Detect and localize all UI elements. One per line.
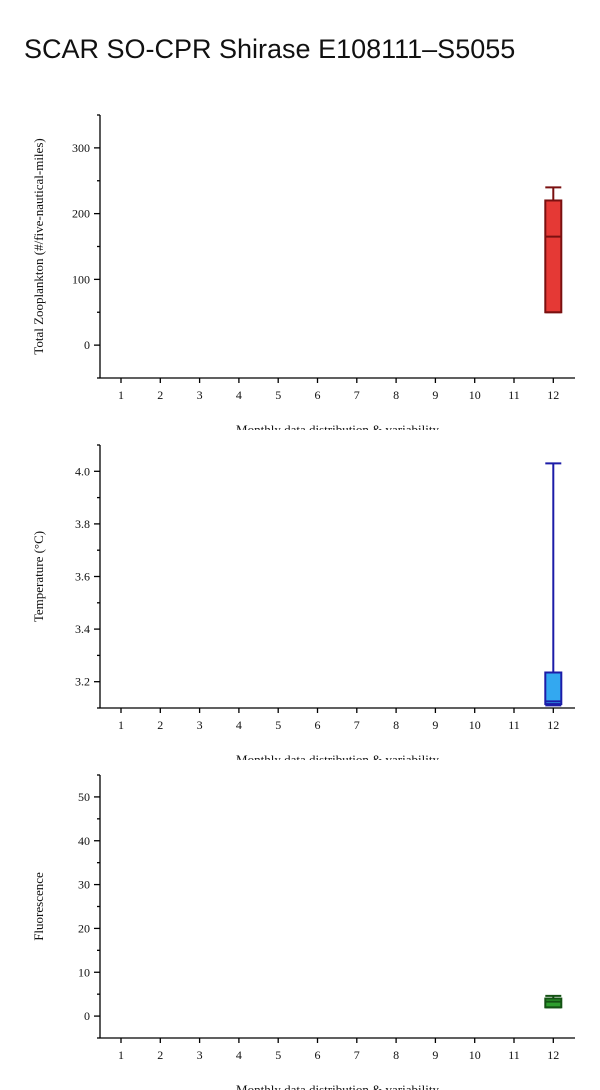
y-axis-label: Total Zooplankton (#/five-nautical-miles… <box>31 138 46 354</box>
box-month-12 <box>544 462 563 707</box>
x-tick-label: 7 <box>354 388 360 402</box>
y-tick-label: 10 <box>78 965 90 979</box>
x-tick-label: 12 <box>547 718 559 732</box>
x-tick-label: 5 <box>275 388 281 402</box>
y-tick-label: 0 <box>84 338 90 352</box>
y-tick-label: 20 <box>78 921 90 935</box>
x-tick-label: 11 <box>508 1048 520 1062</box>
x-tick-label: 11 <box>508 388 520 402</box>
x-tick-label: 8 <box>393 1048 399 1062</box>
y-tick-label: 0 <box>84 1009 90 1023</box>
x-tick-label: 10 <box>469 718 481 732</box>
x-tick-label: 8 <box>393 718 399 732</box>
x-axis-label: Monthly data distribution & variability <box>236 422 439 430</box>
y-tick-label: 30 <box>78 878 90 892</box>
x-tick-label: 8 <box>393 388 399 402</box>
x-tick-label: 11 <box>508 718 520 732</box>
box-iqr <box>544 671 563 706</box>
y-tick-label: 3.6 <box>75 570 90 584</box>
x-tick-label: 7 <box>354 1048 360 1062</box>
x-tick-label: 4 <box>236 1048 242 1062</box>
y-tick-label: 3.2 <box>75 675 90 689</box>
x-tick-label: 2 <box>157 718 163 732</box>
y-tick-label: 3.4 <box>75 622 90 636</box>
x-axis-label: Monthly data distribution & variability <box>236 752 439 760</box>
x-tick-label: 12 <box>547 1048 559 1062</box>
y-tick-label: 4.0 <box>75 464 90 478</box>
x-tick-label: 1 <box>118 388 124 402</box>
y-tick-label: 300 <box>72 141 90 155</box>
y-tick-label: 50 <box>78 790 90 804</box>
box-iqr <box>544 997 563 1009</box>
y-axis-label: Fluorescence <box>31 872 46 941</box>
box-iqr <box>544 199 563 314</box>
y-tick-label: 200 <box>72 207 90 221</box>
box-month-12 <box>544 994 563 1009</box>
x-tick-label: 1 <box>118 1048 124 1062</box>
x-tick-label: 1 <box>118 718 124 732</box>
box-month-12 <box>544 186 563 314</box>
x-axis-label: Monthly data distribution & variability <box>236 1082 439 1090</box>
x-tick-label: 4 <box>236 718 242 732</box>
x-tick-label: 2 <box>157 1048 163 1062</box>
y-axis-label: Temperature (°C) <box>31 531 46 622</box>
x-tick-label: 3 <box>197 718 203 732</box>
temperature-chart: 3.23.43.63.84.01 2 3 4 5 6 7 8 9 10 11 12Temperatur… <box>31 444 575 760</box>
x-tick-label: 6 <box>315 388 321 402</box>
x-tick-label: 2 <box>157 388 163 402</box>
x-tick-label: 9 <box>432 388 438 402</box>
x-tick-label: 6 <box>315 718 321 732</box>
y-tick-label: 40 <box>78 834 90 848</box>
x-tick-label: 10 <box>469 1048 481 1062</box>
x-tick-label: 9 <box>432 1048 438 1062</box>
x-tick-label: 5 <box>275 718 281 732</box>
x-tick-label: 6 <box>315 1048 321 1062</box>
x-tick-label: 7 <box>354 718 360 732</box>
x-tick-label: 10 <box>469 388 481 402</box>
x-tick-label: 12 <box>547 388 559 402</box>
x-tick-label: 3 <box>197 1048 203 1062</box>
x-tick-label: 4 <box>236 388 242 402</box>
page-title: SCAR SO-CPR Shirase E108111–S5055 <box>24 34 516 64</box>
x-tick-label: 9 <box>432 718 438 732</box>
y-tick-label: 3.8 <box>75 517 90 531</box>
x-tick-label: 5 <box>275 1048 281 1062</box>
x-tick-label: 3 <box>197 388 203 402</box>
y-tick-label: 100 <box>72 272 90 286</box>
